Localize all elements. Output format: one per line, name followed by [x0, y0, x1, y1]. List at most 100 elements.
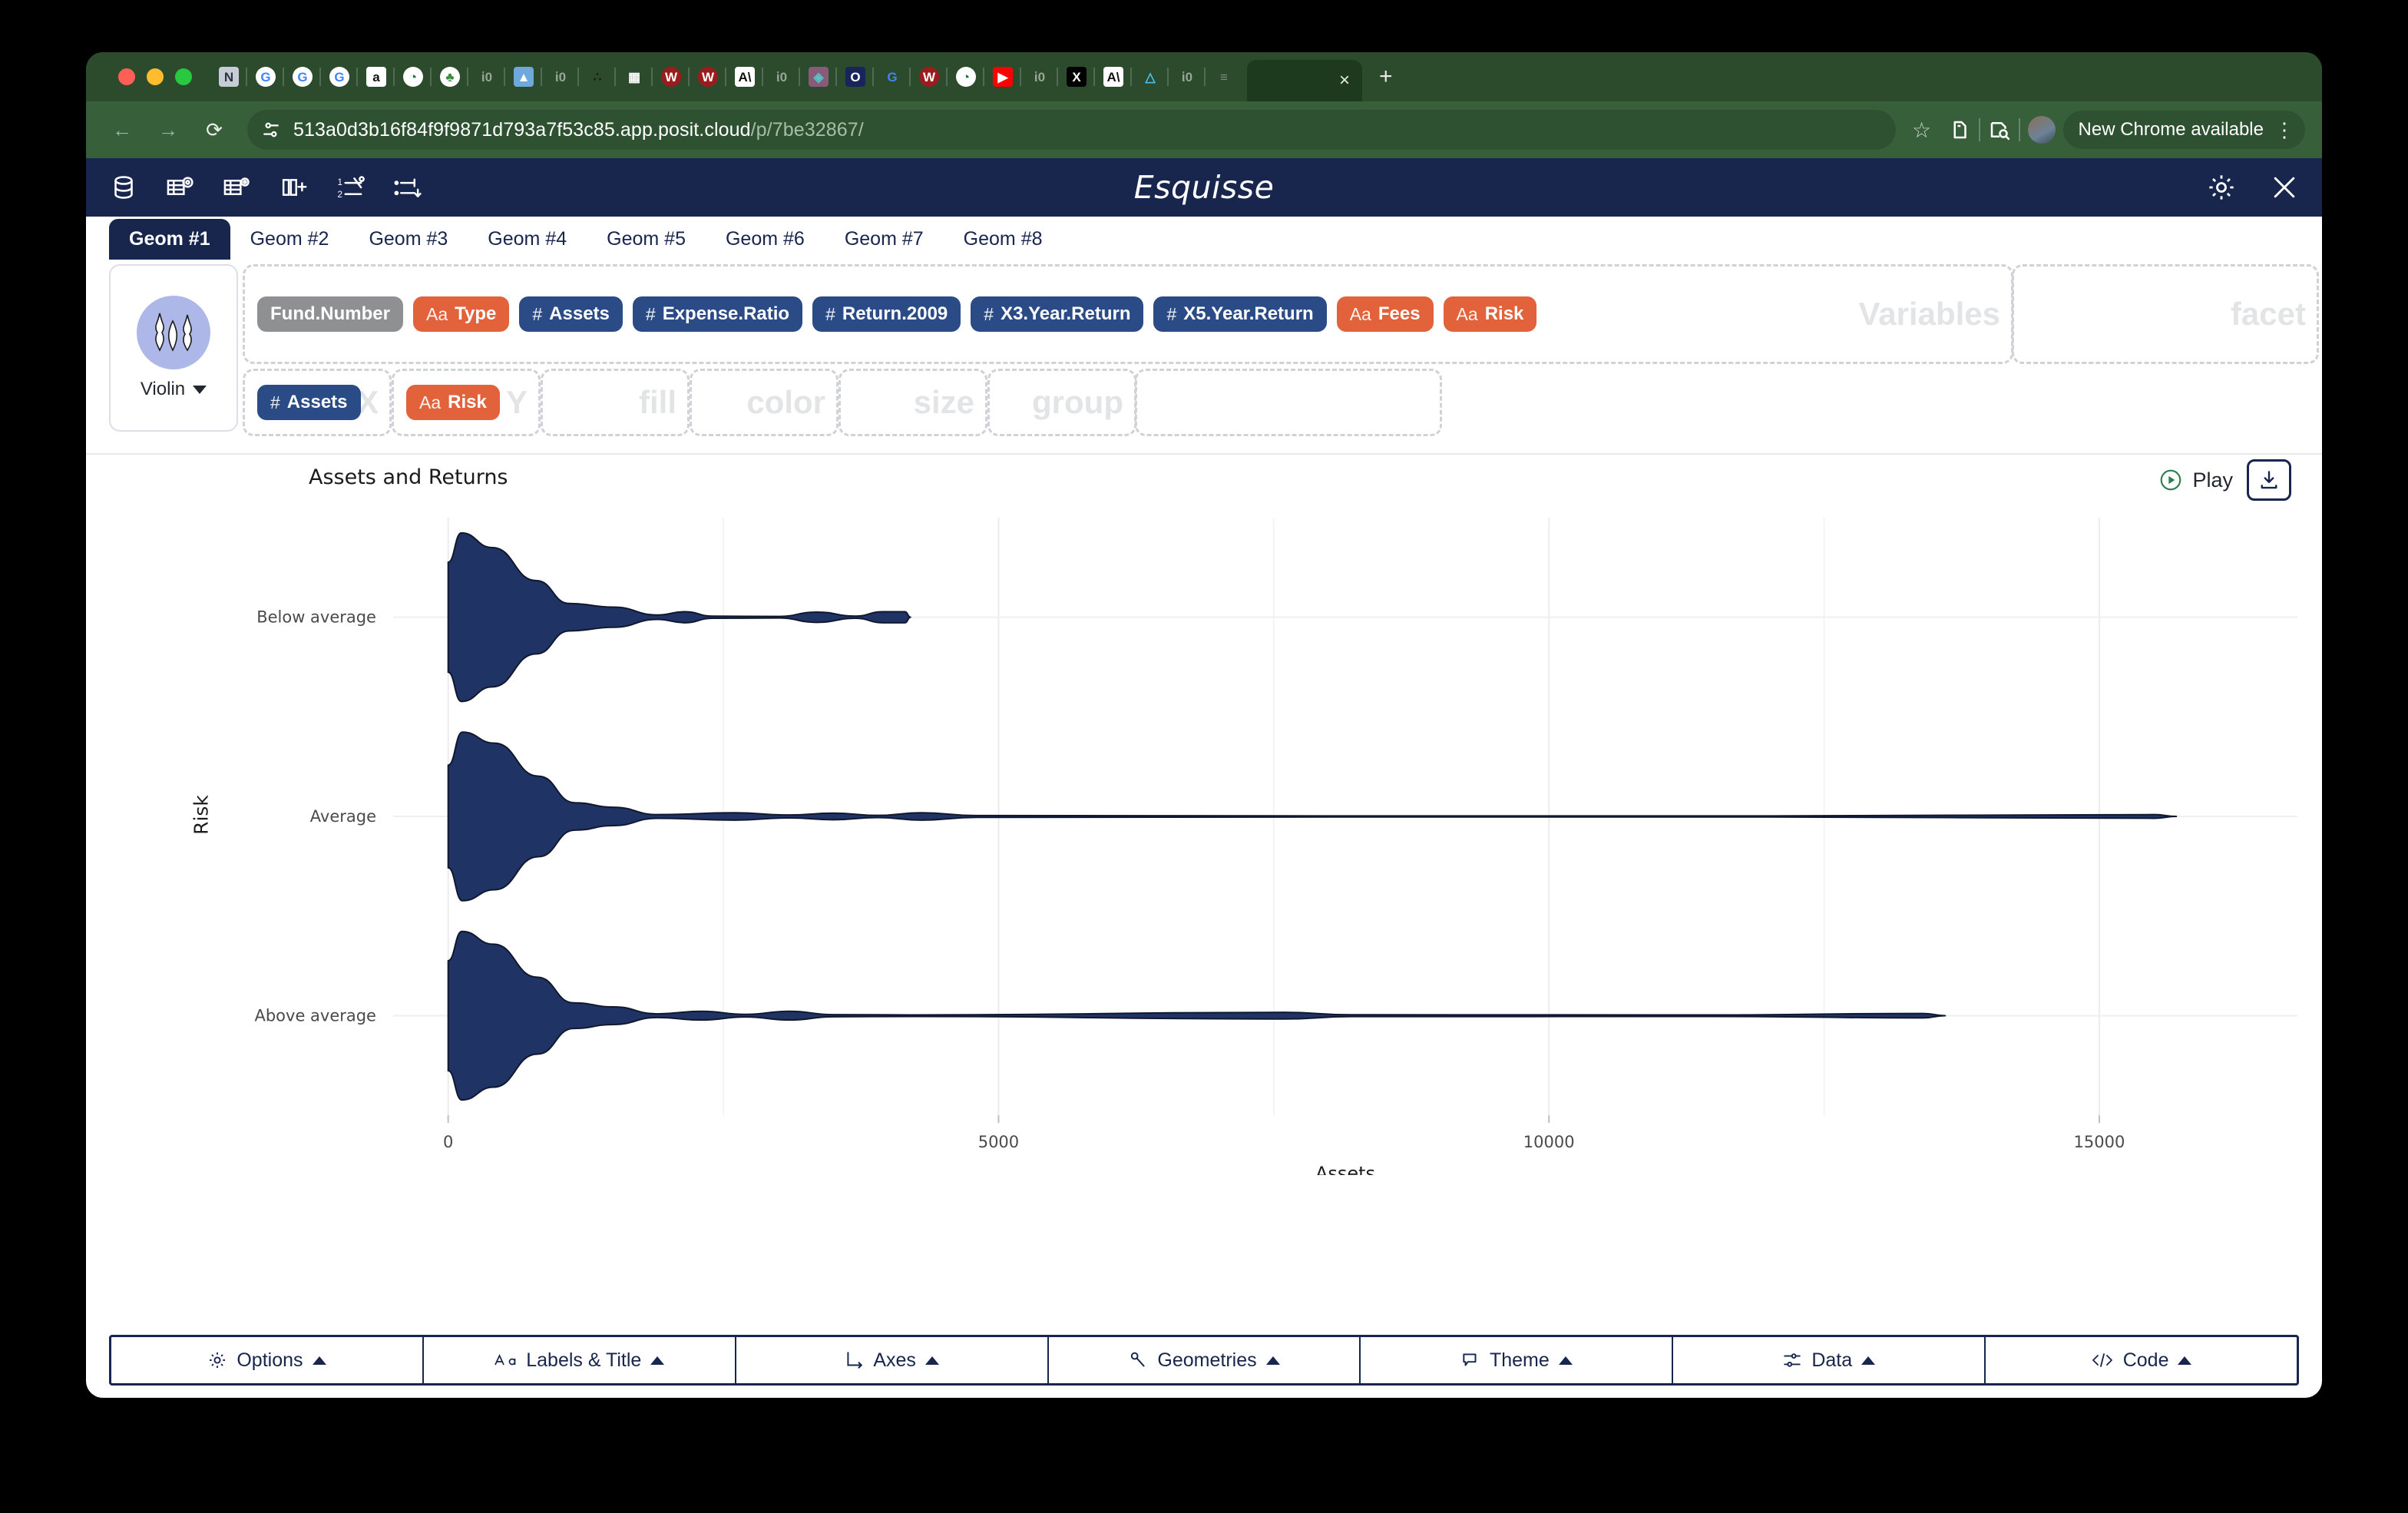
variable-chip-fund-number[interactable]: Fund.Number — [257, 296, 403, 332]
bookmark-star-icon[interactable]: ☆ — [1911, 118, 1932, 142]
browser-tab[interactable]: X — [1058, 59, 1095, 94]
close-icon[interactable] — [2267, 170, 2302, 205]
geom-tab-5[interactable]: Geom #5 — [607, 228, 686, 250]
geom-tab-2[interactable]: Geom #2 — [250, 228, 329, 250]
browser-tab[interactable]: G — [874, 59, 911, 94]
variable-chip-assets[interactable]: # Assets — [519, 296, 623, 332]
variable-chip-return-2009[interactable]: # Return.2009 — [812, 296, 961, 332]
bottom-button-code[interactable]: Code — [1986, 1337, 2297, 1383]
variable-chip-x5-year-return[interactable]: # X5.Year.Return — [1153, 296, 1327, 332]
site-settings-icon[interactable] — [260, 118, 283, 141]
browser-tab[interactable]: ◔ — [948, 59, 984, 94]
chevron-up-icon[interactable] — [2178, 1356, 2192, 1365]
browser-tab[interactable]: O — [837, 59, 874, 94]
chevron-down-icon[interactable] — [193, 385, 207, 394]
variable-chip-x3-year-return[interactable]: # X3.Year.Return — [971, 296, 1144, 332]
cut-variable-icon[interactable]: 1 2 — [333, 170, 369, 205]
geom-tab-7[interactable]: Geom #7 — [844, 228, 924, 250]
download-button[interactable] — [2247, 459, 2291, 501]
browser-tab[interactable]: ▶ — [984, 59, 1021, 94]
chevron-up-icon[interactable] — [925, 1356, 939, 1365]
chip-x-assets[interactable]: # Assets — [257, 385, 361, 420]
variable-chip-type[interactable]: Aa Type — [413, 296, 510, 332]
chevron-up-icon[interactable] — [312, 1356, 326, 1365]
table-settings-icon[interactable] — [220, 170, 255, 205]
browser-tab[interactable]: ◔ — [395, 59, 432, 94]
close-window-button[interactable] — [118, 68, 135, 85]
geom-selector[interactable]: Violin — [109, 264, 238, 432]
facet-dropzone[interactable]: facet — [2012, 264, 2319, 364]
new-tab-button[interactable]: + — [1379, 64, 1393, 89]
play-button[interactable]: Play — [2158, 468, 2233, 492]
geom-tab-3[interactable]: Geom #3 — [369, 228, 448, 250]
facet-dropzone-lower[interactable] — [1135, 369, 1442, 436]
chip-y-risk[interactable]: Aa Risk — [406, 385, 500, 420]
variable-chip-expense-ratio[interactable]: # Expense.Ratio — [632, 296, 803, 332]
browser-tab[interactable]: ἱ0 — [1169, 59, 1206, 94]
address-bar[interactable]: 513a0d3b16f84f9f9871d793a7f53c85.app.pos… — [247, 110, 1896, 150]
size-dropzone[interactable]: size — [838, 369, 987, 436]
browser-tab[interactable]: A\ — [726, 59, 763, 94]
active-browser-tab[interactable]: × — [1247, 60, 1362, 101]
chevron-up-icon[interactable] — [1265, 1356, 1280, 1365]
forward-button[interactable]: → — [158, 118, 178, 141]
browser-tab[interactable]: W — [690, 59, 726, 94]
browser-tab[interactable]: △ — [1132, 59, 1169, 94]
variable-chip-fees[interactable]: Aa Fees — [1336, 296, 1434, 332]
bottom-button-labels-title[interactable]: Labels & Title — [424, 1337, 736, 1383]
geom-tab-4[interactable]: Geom #4 — [488, 228, 567, 250]
browser-tab[interactable]: ◈ — [800, 59, 837, 94]
browser-tab[interactable]: ἱ0 — [542, 59, 579, 94]
chevron-up-icon[interactable] — [1558, 1356, 1573, 1365]
browser-tab[interactable]: A\ — [1095, 59, 1132, 94]
browser-tab[interactable]: ∴ — [579, 59, 616, 94]
browser-tab[interactable]: G — [247, 59, 284, 94]
variables-dropzone[interactable]: Variables Fund.Number Aa Type # Assets # Expen… — [243, 264, 2013, 364]
tab-search-icon[interactable] — [1988, 118, 2011, 141]
data-source-icon[interactable] — [106, 170, 141, 205]
browser-tab[interactable]: ἱ0 — [763, 59, 800, 94]
browser-tab[interactable]: ♣ — [432, 59, 468, 94]
y-dropzone[interactable]: Y Aa Risk — [392, 369, 541, 436]
browser-tab[interactable]: ≡ — [1206, 59, 1242, 94]
bottom-button-axes[interactable]: Axes — [736, 1337, 1049, 1383]
browser-tab[interactable]: W — [911, 59, 948, 94]
profile-avatar[interactable] — [2027, 116, 2056, 144]
group-dropzone[interactable]: group — [987, 369, 1136, 436]
chrome-menu-icon[interactable]: ⋮ — [2274, 118, 2294, 141]
x-dropzone[interactable]: X # Assets — [243, 369, 392, 436]
chevron-up-icon[interactable] — [1861, 1356, 1876, 1365]
maximize-window-button[interactable] — [175, 68, 192, 85]
browser-tab[interactable]: ἱ0 — [1021, 59, 1058, 94]
bottom-button-geometries[interactable]: Geometries — [1049, 1337, 1361, 1383]
reload-button[interactable]: ⟳ — [206, 118, 223, 141]
geom-selector-label[interactable]: Violin — [141, 379, 207, 400]
browser-tab[interactable]: ▲ — [505, 59, 542, 94]
minimize-window-button[interactable] — [147, 68, 164, 85]
table-filter-icon[interactable] — [163, 170, 198, 205]
variable-chip-risk[interactable]: Aa Risk — [1443, 296, 1537, 332]
browser-tab[interactable]: ▦ — [616, 59, 653, 94]
bottom-button-options[interactable]: Options — [111, 1337, 424, 1383]
chevron-up-icon[interactable] — [650, 1356, 665, 1365]
color-dropzone[interactable]: color — [690, 369, 838, 436]
new-chrome-available-button[interactable]: New Chrome available ⋮ — [2062, 111, 2305, 149]
browser-tab[interactable]: ἱ0 — [468, 59, 505, 94]
bottom-button-theme[interactable]: Theme — [1361, 1337, 1674, 1383]
bottom-button-data[interactable]: Data — [1673, 1337, 1986, 1383]
geom-tab-8[interactable]: Geom #8 — [963, 228, 1043, 250]
browser-tab[interactable]: N — [210, 59, 247, 94]
back-button[interactable]: ← — [112, 118, 132, 141]
sort-rows-icon[interactable] — [390, 170, 425, 205]
geom-tab-bar[interactable]: Geom #1 Geom #2 Geom #3 Geom #4 Geom #5 Geom … — [86, 217, 2322, 260]
geom-tab-6[interactable]: Geom #6 — [725, 228, 805, 250]
browser-tab[interactable]: G — [321, 59, 358, 94]
browser-tab[interactable]: W — [653, 59, 690, 94]
browser-tab[interactable]: G — [284, 59, 321, 94]
extensions-icon[interactable] — [1948, 118, 1971, 141]
gear-icon[interactable] — [2204, 170, 2239, 205]
close-tab-icon[interactable]: × — [1338, 70, 1350, 91]
geom-tab-1[interactable]: Geom #1 — [109, 219, 230, 260]
fill-dropzone[interactable]: fill — [541, 369, 690, 436]
